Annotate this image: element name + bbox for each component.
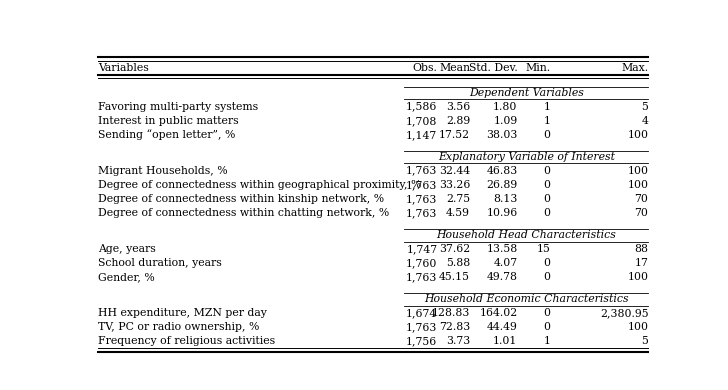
Text: 1,674: 1,674: [406, 308, 438, 318]
Text: 164.02: 164.02: [479, 308, 518, 318]
Text: 0: 0: [543, 258, 550, 268]
Text: 8.13: 8.13: [493, 194, 518, 204]
Text: 38.03: 38.03: [486, 130, 518, 140]
Text: Degree of connectedness within geographical proximity, %: Degree of connectedness within geographi…: [98, 180, 421, 190]
Text: 5: 5: [641, 336, 649, 346]
Text: Degree of connectedness within kinship network, %: Degree of connectedness within kinship n…: [98, 194, 384, 204]
Text: 4: 4: [641, 116, 649, 126]
Text: 100: 100: [628, 322, 649, 332]
Text: 1.80: 1.80: [493, 101, 518, 112]
Text: Household Economic Characteristics: Household Economic Characteristics: [424, 294, 628, 304]
Text: 1: 1: [543, 336, 550, 346]
Text: 70: 70: [635, 194, 649, 204]
Text: TV, PC or radio ownership, %: TV, PC or radio ownership, %: [98, 322, 259, 332]
Text: 37.62: 37.62: [439, 244, 470, 254]
Text: HH expenditure, MZN per day: HH expenditure, MZN per day: [98, 308, 266, 318]
Text: 3.73: 3.73: [446, 336, 470, 346]
Text: 1,763: 1,763: [406, 194, 438, 204]
Text: 1,760: 1,760: [406, 258, 438, 268]
Text: 1,763: 1,763: [406, 322, 438, 332]
Text: 72.83: 72.83: [439, 322, 470, 332]
Text: 4.59: 4.59: [446, 208, 470, 218]
Text: 17: 17: [635, 258, 649, 268]
Text: 1,763: 1,763: [406, 272, 438, 282]
Text: 1,147: 1,147: [406, 130, 438, 140]
Text: 32.44: 32.44: [439, 166, 470, 176]
Text: 33.26: 33.26: [439, 180, 470, 190]
Text: 0: 0: [543, 308, 550, 318]
Text: 0: 0: [543, 322, 550, 332]
Text: 45.15: 45.15: [439, 272, 470, 282]
Text: Sending “open letter”, %: Sending “open letter”, %: [98, 129, 235, 140]
Text: Obs.: Obs.: [413, 63, 438, 73]
Text: 4.07: 4.07: [494, 258, 518, 268]
Text: 0: 0: [543, 208, 550, 218]
Text: 100: 100: [628, 166, 649, 176]
Text: 1,763: 1,763: [406, 180, 438, 190]
Text: Interest in public matters: Interest in public matters: [98, 116, 238, 126]
Text: 1: 1: [543, 116, 550, 126]
Text: 1,756: 1,756: [406, 336, 438, 346]
Text: 5.88: 5.88: [446, 258, 470, 268]
Text: School duration, years: School duration, years: [98, 258, 221, 268]
Text: 1: 1: [543, 101, 550, 112]
Text: 5: 5: [641, 101, 649, 112]
Text: 1.01: 1.01: [493, 336, 518, 346]
Text: 100: 100: [628, 272, 649, 282]
Text: 88: 88: [634, 244, 649, 254]
Text: 44.49: 44.49: [486, 322, 518, 332]
Text: 1,708: 1,708: [406, 116, 438, 126]
Text: Mean: Mean: [439, 63, 470, 73]
Text: 100: 100: [628, 180, 649, 190]
Text: Degree of connectedness within chatting network, %: Degree of connectedness within chatting …: [98, 208, 389, 218]
Text: Household Head Characteristics: Household Head Characteristics: [436, 230, 616, 240]
Text: 10.96: 10.96: [486, 208, 518, 218]
Text: 3.56: 3.56: [446, 101, 470, 112]
Text: 15: 15: [537, 244, 550, 254]
Text: Age, years: Age, years: [98, 244, 156, 254]
Text: 1,747: 1,747: [406, 244, 438, 254]
Text: 70: 70: [635, 208, 649, 218]
Text: 0: 0: [543, 130, 550, 140]
Text: Std. Dev.: Std. Dev.: [469, 63, 518, 73]
Text: Gender, %: Gender, %: [98, 272, 154, 282]
Text: 0: 0: [543, 272, 550, 282]
Text: 1,586: 1,586: [406, 101, 438, 112]
Text: Migrant Households, %: Migrant Households, %: [98, 166, 227, 176]
Text: 2.89: 2.89: [446, 116, 470, 126]
Text: Min.: Min.: [525, 63, 550, 73]
Text: Max.: Max.: [621, 63, 649, 73]
Text: Dependent Variables: Dependent Variables: [469, 88, 584, 98]
Text: 49.78: 49.78: [486, 272, 518, 282]
Text: 100: 100: [628, 130, 649, 140]
Text: Explanatory Variable of Interest: Explanatory Variable of Interest: [438, 152, 614, 162]
Text: 0: 0: [543, 194, 550, 204]
Text: 1,763: 1,763: [406, 166, 438, 176]
Text: 0: 0: [543, 166, 550, 176]
Text: Variables: Variables: [98, 63, 149, 73]
Text: 26.89: 26.89: [486, 180, 518, 190]
Text: 46.83: 46.83: [486, 166, 518, 176]
Text: 1.09: 1.09: [494, 116, 518, 126]
Text: Frequency of religious activities: Frequency of religious activities: [98, 336, 275, 346]
Text: 13.58: 13.58: [486, 244, 518, 254]
Text: 1,763: 1,763: [406, 208, 438, 218]
Text: 2.75: 2.75: [446, 194, 470, 204]
Text: 128.83: 128.83: [432, 308, 470, 318]
Text: Favoring multi-party systems: Favoring multi-party systems: [98, 101, 258, 112]
Text: 0: 0: [543, 180, 550, 190]
Text: 17.52: 17.52: [439, 130, 470, 140]
Text: 2,380.95: 2,380.95: [600, 308, 649, 318]
